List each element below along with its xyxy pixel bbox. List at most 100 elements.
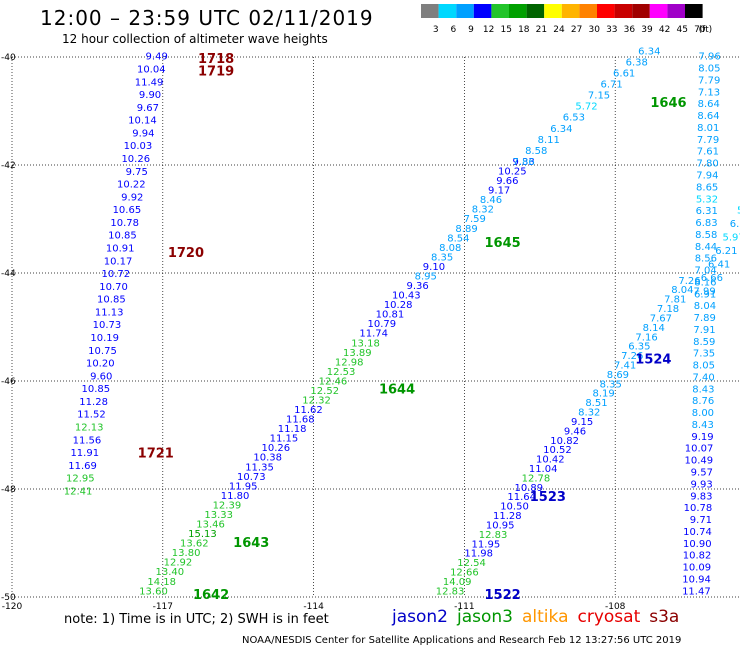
wave-height-label: 12.32 bbox=[302, 396, 331, 407]
wave-height-label: 14.18 bbox=[147, 577, 176, 588]
legend-swatch bbox=[544, 4, 562, 18]
wave-height-label: 11.95 bbox=[472, 539, 501, 550]
legend-label: 18 bbox=[518, 25, 530, 35]
wave-height-label: 11.04 bbox=[529, 464, 558, 475]
wave-height-label: 7.99 bbox=[693, 287, 715, 298]
wave-height-label: 11.56 bbox=[73, 435, 102, 446]
legend-swatch bbox=[685, 4, 703, 18]
satellite-name-jason2: jason2 bbox=[392, 607, 448, 627]
wave-height-label: 10.90 bbox=[683, 539, 712, 550]
wave-height-label: 9.36 bbox=[407, 281, 429, 292]
wave-height-label: 10.73 bbox=[237, 472, 266, 483]
wave-height-label: 8.32 bbox=[472, 205, 494, 216]
wave-height-label: 6.66 bbox=[701, 273, 723, 284]
wave-height-label: 9.67 bbox=[137, 103, 159, 114]
wave-height-label: 9.57 bbox=[691, 468, 713, 479]
wave-height-label: 8.89 bbox=[455, 224, 477, 235]
satellite-name-cryosat: cryosat bbox=[577, 607, 641, 627]
wave-height-label: 12.46 bbox=[319, 376, 348, 387]
wave-height-label: 12.52 bbox=[310, 386, 339, 397]
legend-swatch bbox=[491, 4, 509, 18]
wave-height-label: 9.10 bbox=[423, 262, 445, 273]
wave-height-label: 7.18 bbox=[657, 304, 679, 315]
wave-height-label: 10.65 bbox=[113, 205, 142, 216]
wave-height-label: 8.46 bbox=[480, 195, 502, 206]
wave-height-label: 9.60 bbox=[90, 371, 112, 382]
wave-height-label: 13.62 bbox=[180, 539, 209, 550]
legend-swatch bbox=[667, 4, 685, 18]
wave-height-label: 7.04 bbox=[694, 266, 716, 277]
wave-height-label: 10.91 bbox=[106, 243, 135, 254]
wave-height-label: 7.26 bbox=[621, 351, 643, 362]
wave-height-label: 11.64 bbox=[507, 492, 536, 503]
color-scale-legend: 3 6 9 12 15 18 21 24 27 30 33 36 39 42 45 70(ft) bbox=[421, 4, 713, 35]
wave-height-label: 5.97 bbox=[723, 233, 740, 244]
wave-height-label: 10.04 bbox=[137, 64, 166, 75]
wave-height-label: 7.79 bbox=[698, 75, 720, 86]
wave-height-label: 8.65 bbox=[696, 182, 718, 193]
wave-height-label: 12.95 bbox=[66, 474, 95, 485]
wave-height-label: 11.62 bbox=[294, 405, 323, 416]
wave-height-label: 10.85 bbox=[97, 295, 126, 306]
wave-height-label: 8.44 bbox=[695, 242, 717, 253]
wave-height-label: 11.35 bbox=[245, 462, 274, 473]
satellite-legend: jason2 jason3 altika cryosat s3a bbox=[392, 607, 688, 627]
wave-height-label: 11.95 bbox=[229, 481, 258, 492]
wave-height-label: 8.76 bbox=[692, 396, 714, 407]
pass-time-label: 1642 bbox=[193, 588, 229, 603]
wave-height-label: 10.81 bbox=[376, 310, 405, 321]
pass-time-label: 1522 bbox=[485, 588, 521, 603]
wave-height-label: 10.42 bbox=[536, 455, 565, 466]
wave-height-label: 11.68 bbox=[286, 415, 315, 426]
wave-height-label: 12.41 bbox=[64, 486, 93, 497]
wave-height-label: 6.34 bbox=[638, 46, 660, 57]
credit-footer: NOAA/NESDIS Center for Satellite Applica… bbox=[242, 635, 682, 646]
legend-unit: (ft) bbox=[699, 25, 713, 35]
legend-swatch bbox=[649, 4, 668, 18]
wave-height-label: 9.93 bbox=[690, 479, 712, 490]
wave-height-label: 6.53 bbox=[563, 113, 585, 124]
map-subtitle: 12 hour collection of altimeter wave hei… bbox=[62, 32, 328, 46]
wave-height-label: 7.91 bbox=[693, 325, 715, 336]
legend-swatch bbox=[509, 4, 527, 18]
wave-height-label: 11.15 bbox=[270, 434, 299, 445]
wave-height-label: 9.83 bbox=[690, 491, 712, 502]
wave-height-label: 10.50 bbox=[500, 502, 529, 513]
wave-height-label: 8.43 bbox=[692, 420, 714, 431]
wave-height-label: 6.83 bbox=[695, 218, 717, 229]
legend-swatch bbox=[579, 4, 597, 18]
wave-height-label: 14.09 bbox=[443, 577, 472, 588]
wave-height-label: 10.85 bbox=[108, 231, 137, 242]
legend-swatch bbox=[526, 4, 545, 18]
wave-height-label: 9.90 bbox=[139, 90, 161, 101]
wave-height-label: 7.41 bbox=[614, 360, 636, 371]
wave-height-label: 10.49 bbox=[685, 456, 714, 467]
wave-height-label: 8.59 bbox=[693, 337, 715, 348]
wave-height-label: 6.71 bbox=[600, 80, 622, 91]
wave-height-label: 10.78 bbox=[684, 503, 713, 514]
wave-height-label: 10.09 bbox=[683, 563, 712, 574]
wave-height-label: 12.83 bbox=[436, 586, 465, 597]
wave-height-label: 10.73 bbox=[93, 320, 122, 331]
satellite-name-s3a: s3a bbox=[649, 607, 680, 627]
wave-height-label: 7.15 bbox=[588, 91, 610, 102]
wave-height-label: 10.95 bbox=[486, 520, 515, 531]
lon-tick-label: -108 bbox=[605, 602, 626, 610]
wave-height-label: 8.58 bbox=[695, 230, 717, 241]
altimeter-map: -120 -117 -114 -111 -108 -40 -42 -44 -46 -48 -50 9.… bbox=[1, 46, 740, 610]
wave-height-label: 12.39 bbox=[213, 500, 242, 511]
wave-height-label: 8.43 bbox=[692, 384, 714, 395]
wave-height-label: 7.26 bbox=[678, 276, 700, 287]
legend-label: 45 bbox=[676, 25, 687, 35]
wave-height-label: 8.05 bbox=[698, 64, 720, 75]
wave-height-label: 10.19 bbox=[90, 333, 119, 344]
wave-height-label: 8.64 bbox=[698, 99, 720, 110]
wave-height-label: 10.82 bbox=[550, 436, 579, 447]
wave-height-label: 10.52 bbox=[543, 445, 572, 456]
wave-height-label: 7.16 bbox=[635, 332, 657, 343]
wave-height-label: 12.13 bbox=[75, 422, 104, 433]
units-note: note: 1) Time is in UTC; 2) SWH is in fe… bbox=[64, 612, 329, 627]
wave-height-label: 7.61 bbox=[697, 147, 719, 158]
legend-swatch bbox=[456, 4, 474, 18]
wave-height-label: 6.27 bbox=[730, 219, 740, 230]
